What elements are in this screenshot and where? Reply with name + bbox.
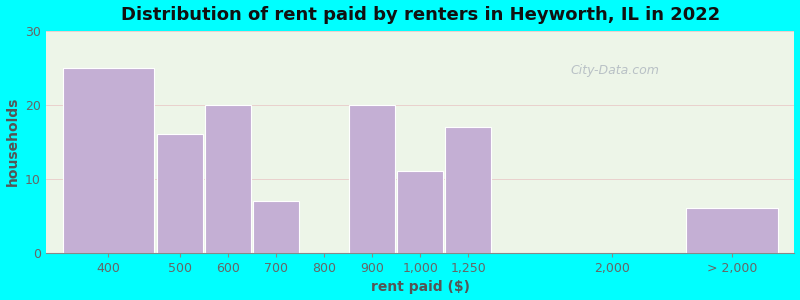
Y-axis label: households: households — [6, 97, 19, 187]
Bar — [254, 201, 299, 253]
Bar — [350, 105, 395, 253]
Bar — [446, 127, 491, 253]
Bar — [686, 208, 778, 253]
Bar — [158, 134, 203, 253]
Bar — [62, 68, 154, 253]
X-axis label: rent paid ($): rent paid ($) — [370, 280, 470, 294]
Title: Distribution of rent paid by renters in Heyworth, IL in 2022: Distribution of rent paid by renters in … — [121, 6, 720, 24]
Bar — [398, 171, 443, 253]
Bar — [206, 105, 251, 253]
Text: City-Data.com: City-Data.com — [570, 64, 659, 77]
